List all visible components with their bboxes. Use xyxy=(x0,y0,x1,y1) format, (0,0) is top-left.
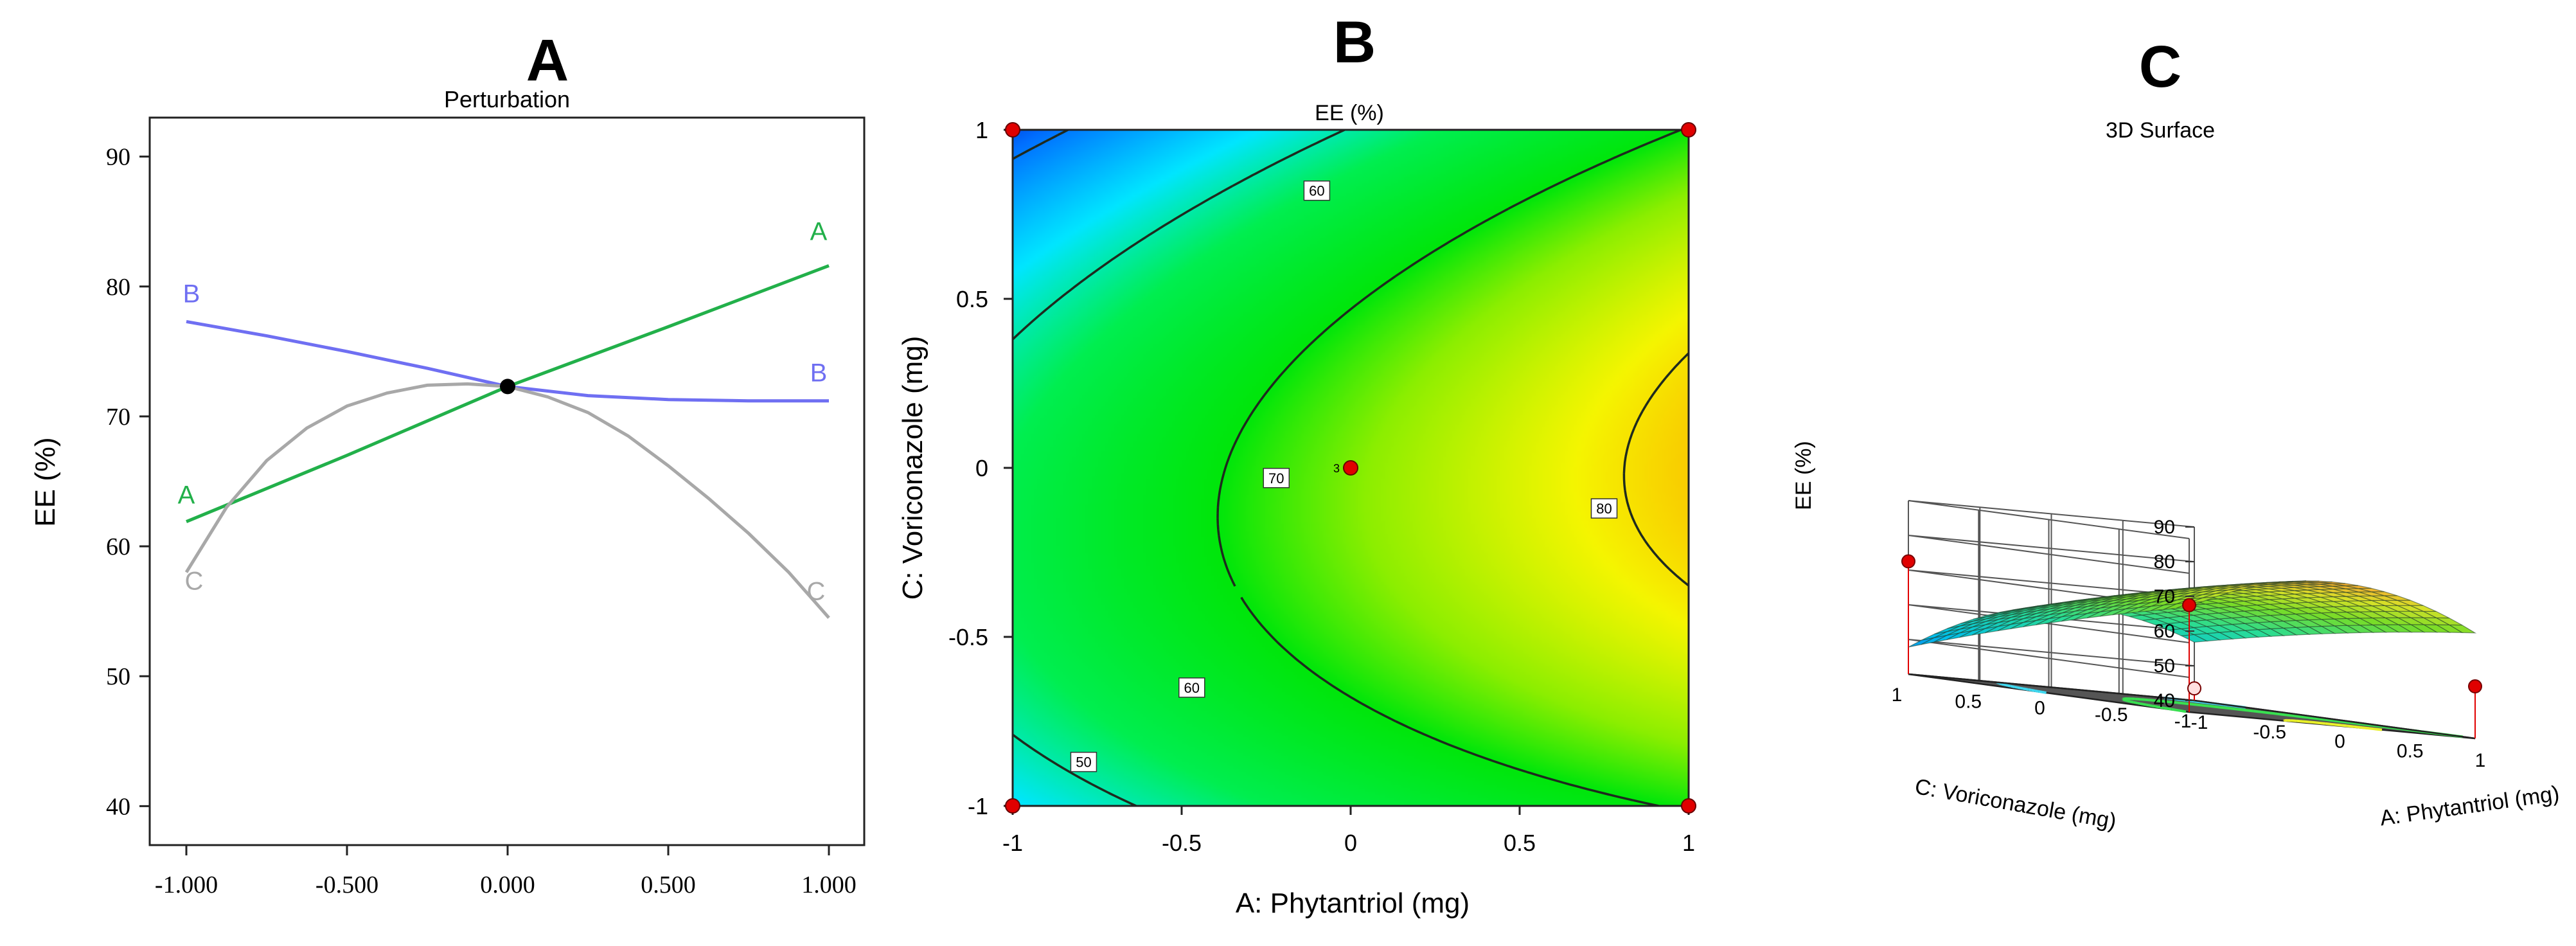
series-start-label-c: C xyxy=(185,567,204,596)
contour-label-box xyxy=(1303,180,1331,201)
x-tick-label-a: -0.500 xyxy=(315,871,378,898)
x-tick-label-c: 1 xyxy=(2475,750,2486,771)
contour-line-80 xyxy=(1622,352,1689,587)
series-end-label-b: B xyxy=(810,359,828,388)
x-tick-label-c: -1 xyxy=(2191,712,2208,733)
center-point-marker xyxy=(500,379,515,395)
floor-contour-80 xyxy=(2282,718,2383,731)
perturbation-plot: A Perturbation -1.000 -0.500 0.000 0.500 1.0… xyxy=(30,28,866,898)
surface-plot: C 3D Surface 40 50 60 70 80 90 -1 -0.5 0 0.5 1 -1 -0… xyxy=(1791,34,2561,834)
contour-label: 60 xyxy=(1184,680,1200,696)
y-axis-title-c: C: Voriconazole (mg) xyxy=(1913,774,2118,834)
y-axis-title-b: C: Voriconazole (mg) xyxy=(897,336,928,600)
design-point xyxy=(1901,554,1915,569)
x-tick-label-a: -1.000 xyxy=(155,871,218,898)
design-point xyxy=(1681,122,1696,138)
y-tick-label-a: 60 xyxy=(106,533,130,560)
y-tick-label-c: 0 xyxy=(2034,698,2045,719)
y-tick-label-c: -0.5 xyxy=(2095,704,2128,726)
y-tick-label-c: 1 xyxy=(1892,684,1903,706)
y-tick-label-b: 1 xyxy=(975,117,988,143)
y-tick-label-c: 0.5 xyxy=(1955,691,1982,712)
z-tick-label-c: 40 xyxy=(2154,690,2175,711)
panel-b-letter: B xyxy=(1333,10,1376,75)
design-point xyxy=(1005,122,1020,138)
x-axis-title-b: A: Phytantriol (mg) xyxy=(1236,888,1470,919)
contour-label-box xyxy=(1590,498,1618,519)
z-tick-label-c: 60 xyxy=(2154,621,2175,642)
design-point-label: 3 xyxy=(1333,462,1340,475)
panel-a-letter: A xyxy=(526,28,569,93)
contour-line-70 xyxy=(1216,130,1682,806)
panel-a-title: Perturbation xyxy=(444,86,570,112)
contour-line-60 xyxy=(1013,130,1346,806)
x-tick-label-a: 0.000 xyxy=(480,871,535,898)
x-tick-label-b: 0 xyxy=(1344,830,1357,856)
z-axis-title-c: EE (%) xyxy=(1791,441,1816,510)
y-tick-label-c: -1 xyxy=(2174,711,2192,732)
panel-c-title: 3D Surface xyxy=(2106,118,2215,143)
x-tick-label-c: -0.5 xyxy=(2253,722,2286,743)
y-tick-label-a: 70 xyxy=(106,404,130,431)
z-tick-label-c: 50 xyxy=(2154,656,2175,677)
x-tick-label-a: 0.500 xyxy=(641,871,696,898)
x-tick-label-c: 0.5 xyxy=(2397,740,2424,762)
y-tick-label-a: 90 xyxy=(106,144,130,171)
series-start-label-b: B xyxy=(183,280,200,308)
x-tick-label-a: 1.000 xyxy=(801,871,857,898)
panel-b-title: EE (%) xyxy=(1315,101,1384,125)
z-tick-label-c: 90 xyxy=(2154,517,2175,538)
plot-area-a xyxy=(148,116,866,846)
design-point xyxy=(1343,460,1358,476)
y-tick-label-b: 0.5 xyxy=(956,286,988,312)
x-tick-label-b: 1 xyxy=(1682,830,1695,856)
contour-plot: B EE (%) 60 70 80 60 50 -1 -0.5 0 0.5 1 -1 -0.5 0 0.… xyxy=(897,10,1696,919)
contour-line-50 xyxy=(1013,130,1069,160)
design-point xyxy=(1681,798,1696,814)
series-start-label-a: A xyxy=(178,481,195,510)
x-axis-title-c: A: Phytantriol (mg) xyxy=(2378,781,2561,831)
contour-label: 60 xyxy=(1309,183,1324,199)
contour-label: 80 xyxy=(1596,501,1612,517)
panel-c-letter: C xyxy=(2139,34,2181,100)
y-tick-label-a: 80 xyxy=(106,274,130,301)
y-axis-title-a: EE (%) xyxy=(30,437,61,526)
design-point xyxy=(1005,798,1020,814)
y-tick-label-a: 40 xyxy=(106,793,130,820)
design-point xyxy=(2182,598,2196,612)
x-tick-label-b: -1 xyxy=(1002,830,1023,856)
z-tick-label-c: 70 xyxy=(2154,586,2175,607)
contour-label-box xyxy=(1070,751,1097,772)
x-tick-label-c: 0 xyxy=(2334,731,2345,753)
contour-label-box xyxy=(1263,468,1290,488)
x-tick-label-b: 0.5 xyxy=(1504,830,1536,856)
y-tick-label-b: -0.5 xyxy=(948,624,988,650)
y-tick-label-a: 50 xyxy=(106,663,130,690)
design-point xyxy=(2187,681,2201,696)
series-end-label-a: A xyxy=(810,217,828,245)
contour-label-box xyxy=(1178,677,1205,698)
design-point xyxy=(2468,679,2482,693)
z-tick-label-c: 80 xyxy=(2154,551,2175,573)
y-tick-label-b: 0 xyxy=(975,455,988,481)
contour-label: 50 xyxy=(1076,754,1091,771)
y-tick-label-b: -1 xyxy=(968,793,988,819)
series-end-label-c: C xyxy=(807,577,826,605)
contour-label: 70 xyxy=(1268,470,1284,486)
x-tick-label-b: -0.5 xyxy=(1162,830,1202,856)
